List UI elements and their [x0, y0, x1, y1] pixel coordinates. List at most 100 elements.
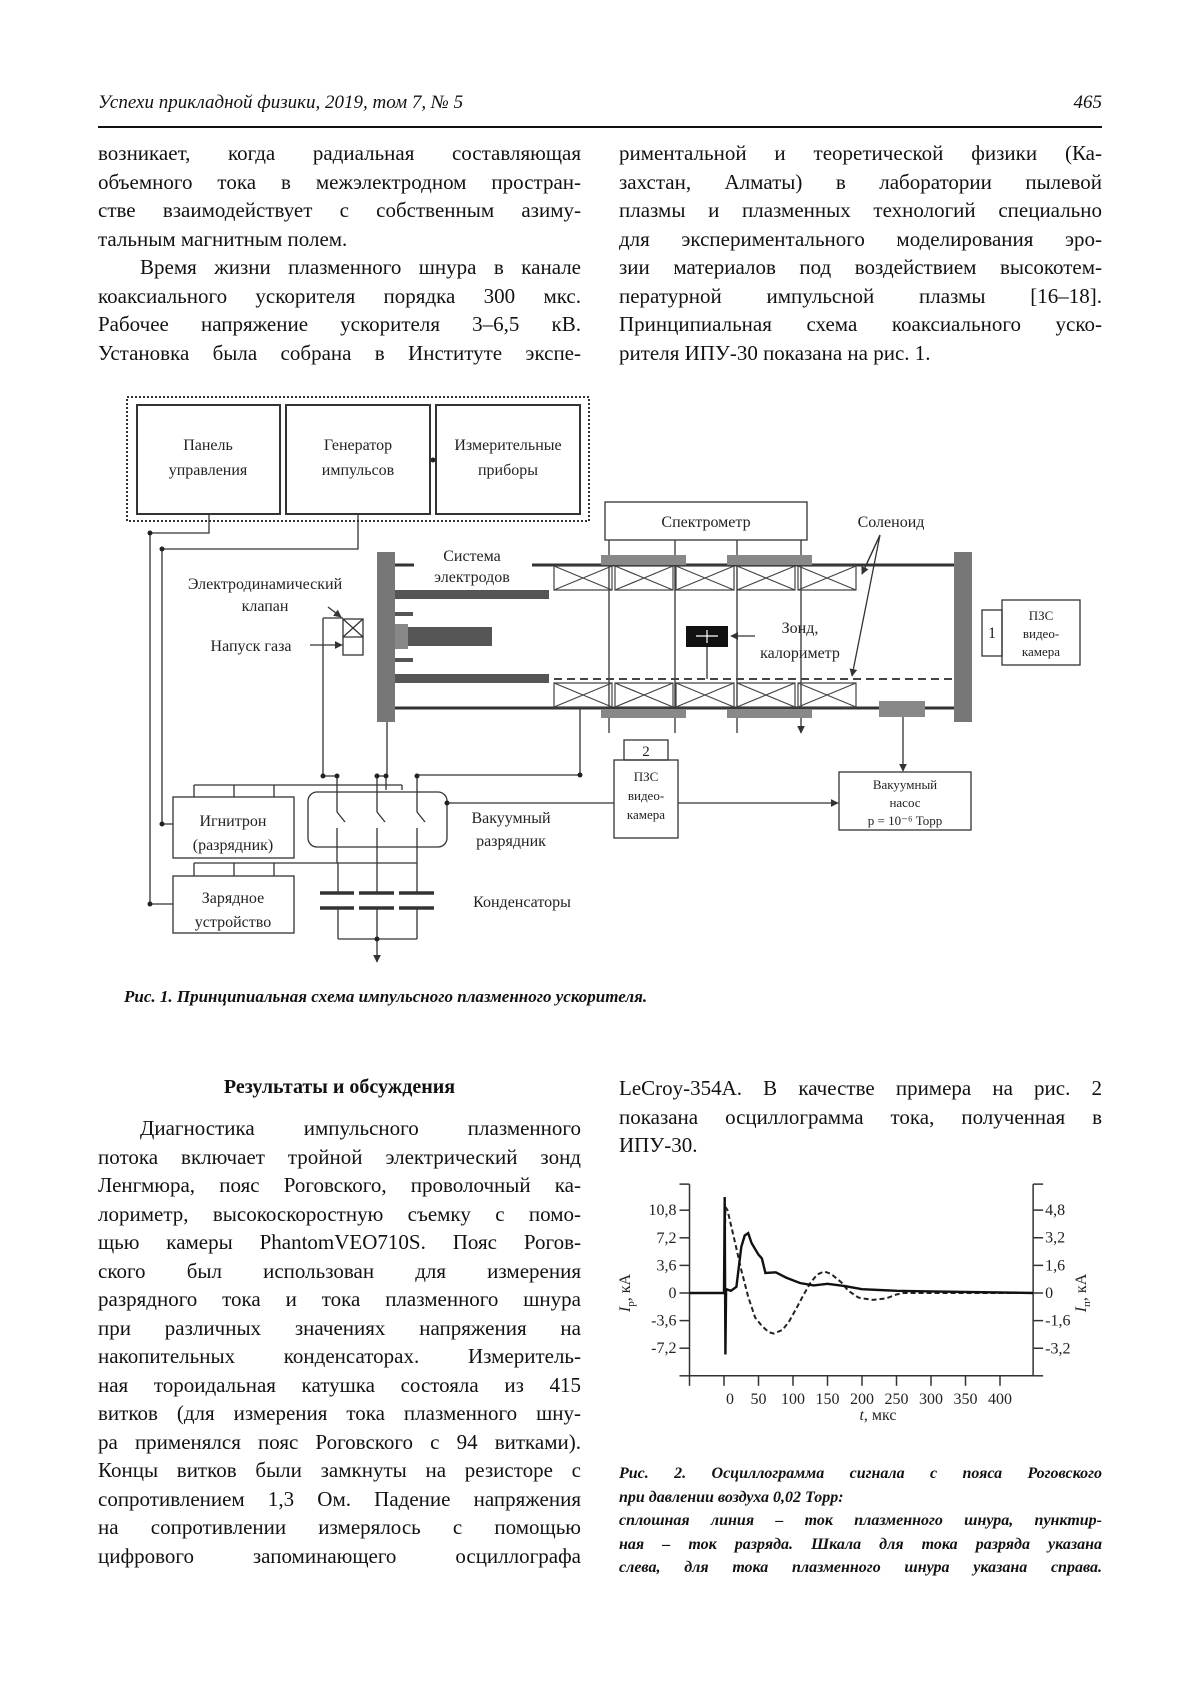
ignitron-label: Игнитрон: [200, 813, 267, 830]
text-line: ИПУ-30.: [619, 1131, 1102, 1160]
coil: [615, 566, 673, 590]
text-line: потока включает тройной электрический зо…: [98, 1143, 581, 1172]
text-line: при различных значениях напряжения на: [98, 1314, 581, 1343]
camera2-label-2: видео-: [628, 788, 664, 803]
y-left-tick-label: 10,8: [649, 1202, 677, 1219]
coil: [554, 683, 612, 707]
y-left-tick-label: 3,6: [657, 1257, 677, 1274]
coil: [737, 683, 795, 707]
text-line: Концы витков были замкнуты на резисторе …: [98, 1456, 581, 1485]
y-left-tick-label: 7,2: [657, 1230, 677, 1247]
text-line: ского был использован для измерения: [98, 1257, 581, 1286]
probe-label-2: калориметр: [760, 645, 840, 662]
section-heading: Результаты и обсуждения: [98, 1076, 581, 1099]
y-right-axis-label: Iп, кА: [1073, 1273, 1093, 1313]
right-flange: [954, 552, 972, 722]
results-left-column: Диагностика импульсного плазменногопоток…: [98, 1114, 581, 1570]
charger-label: Зарядное: [202, 890, 264, 907]
valve-label: Электродинамический: [188, 576, 343, 593]
text-line: ная тороидальная катушка состояла из 415: [98, 1371, 581, 1400]
left-flange: [377, 552, 395, 722]
camera1-number: 1: [988, 625, 996, 642]
text-line: накопительных конденсаторах. Измеритель-: [98, 1342, 581, 1371]
caption-line: при давлении воздуха 0,02 Торр:: [619, 1486, 1102, 1510]
text-line: Ленгмюра, пояс Роговского, проволочный к…: [98, 1171, 581, 1200]
charger-label-2: устройство: [195, 914, 271, 931]
generator-label: Генератор: [324, 437, 392, 454]
results-right-column: LeCroy-354A. В качестве примера на рис. …: [619, 1074, 1102, 1160]
control-rack-outline: [127, 397, 589, 521]
y-right-tick-label: -1,6: [1045, 1313, 1070, 1330]
caption-line: слева, для тока плазменного шнура указан…: [619, 1556, 1102, 1580]
camera2-label-3: камера: [627, 807, 665, 822]
coil: [615, 683, 673, 707]
camera1-label: ПЗС: [1029, 608, 1054, 623]
figure1-caption: Рис. 1. Принципиальная схема импульсного…: [124, 987, 647, 1007]
pulse-generator-box: [286, 405, 430, 514]
x-tick-label: 50: [751, 1391, 767, 1408]
coil: [798, 683, 856, 707]
y-right-tick-label: -3,2: [1045, 1340, 1070, 1357]
solenoid-pointers: [852, 535, 880, 676]
camera2-label: ПЗС: [634, 769, 659, 784]
plasma-current-line: [690, 1197, 1034, 1355]
x-tick-label: 350: [954, 1391, 978, 1408]
camera2-number: 2: [642, 744, 650, 760]
coil: [798, 566, 856, 590]
coil: [676, 566, 734, 590]
capacitors: [320, 893, 434, 908]
text-line: показана осциллограмма тока, полученная …: [619, 1103, 1102, 1132]
caption-line: сплошная линия – ток плазменного шнура, …: [619, 1509, 1102, 1533]
probe-label: Зонд,: [782, 620, 819, 637]
text-line: щью камеры PhantomVEO710S. Пояс Рогов-: [98, 1228, 581, 1257]
y-left-axis-label: Iр, кА: [617, 1273, 637, 1313]
central-electrode: [408, 627, 492, 646]
camera1-label-2: видео-: [1023, 626, 1059, 641]
valve-label-2: клапан: [242, 598, 289, 615]
y-right-tick-label: 1,6: [1045, 1257, 1065, 1274]
oscillogram-chart: 10,8 7,2 3,6 0 -3,6 -7,2 4,8 3,2 1,6 0 -1,6 -3,2 0 50…: [600, 1170, 1100, 1430]
x-tick-label: 300: [919, 1391, 943, 1408]
y-right-tick-label: 4,8: [1045, 1202, 1065, 1219]
figure2-caption: Рис. 2. Осциллограмма сигнала с пояса Ро…: [619, 1462, 1102, 1580]
y-left-tick-label: -3,6: [651, 1313, 676, 1330]
instruments-label-2: приборы: [478, 462, 538, 479]
accelerator-schematic: Панель управления Генератор импульсов Из…: [0, 0, 1200, 1000]
discharge-wires: [323, 618, 580, 812]
ignitron-label-2: (разрядник): [193, 837, 273, 854]
text-line: цифрового запоминающего осциллографа: [98, 1542, 581, 1571]
gas-inlet-label: Напуск газа: [211, 638, 292, 655]
text-line: разрядного тока и тока плазменного шнура: [98, 1285, 581, 1314]
coil: [676, 683, 734, 707]
caption-line: Рис. 2. Осциллограмма сигнала с пояса Ро…: [619, 1462, 1102, 1486]
x-tick-label: 100: [781, 1391, 805, 1408]
text-line: на сопротивлении измерялось с помощью: [98, 1513, 581, 1542]
vacuum-switch-label-2: разрядник: [476, 833, 546, 850]
outer-electrode-bottom: [395, 674, 549, 683]
electrodes-label-2: электродов: [434, 569, 510, 586]
solenoid-label: Соленоид: [858, 514, 925, 531]
x-tick-label: 150: [816, 1391, 840, 1408]
y-left-tick-label: -7,2: [651, 1340, 676, 1357]
x-axis-label: t, мкс: [859, 1407, 896, 1424]
y-right-tick-label: 0: [1045, 1285, 1053, 1302]
instruments-label: Измерительные: [454, 437, 561, 454]
electrodes-label: Система: [443, 548, 501, 565]
instruments-box: [436, 405, 580, 514]
spectrometer-label: Спектрометр: [661, 514, 750, 531]
y-left-tick-label: 0: [669, 1285, 677, 1302]
text-line: лориметр, высокоскоростную съемку с помо…: [98, 1200, 581, 1229]
pump-label: Вакуумный: [873, 777, 937, 792]
text-line: ра применялся пояс Роговского с 94 витка…: [98, 1428, 581, 1457]
text-line: витков (для измерения тока плазменного ш…: [98, 1399, 581, 1428]
camera1-label-3: камера: [1022, 644, 1060, 659]
pump-port: [879, 701, 925, 717]
text-line: LeCroy-354A. В качестве примера на рис. …: [619, 1074, 1102, 1103]
x-tick-label: 0: [726, 1391, 734, 1408]
y-right-tick-label: 3,2: [1045, 1230, 1065, 1247]
text-line: сопротивлением 1,3 Ом. Падение напряжени…: [98, 1485, 581, 1514]
x-tick-label: 200: [850, 1391, 874, 1408]
vacuum-switch-label: Вакуумный: [471, 810, 551, 827]
coil: [737, 566, 795, 590]
